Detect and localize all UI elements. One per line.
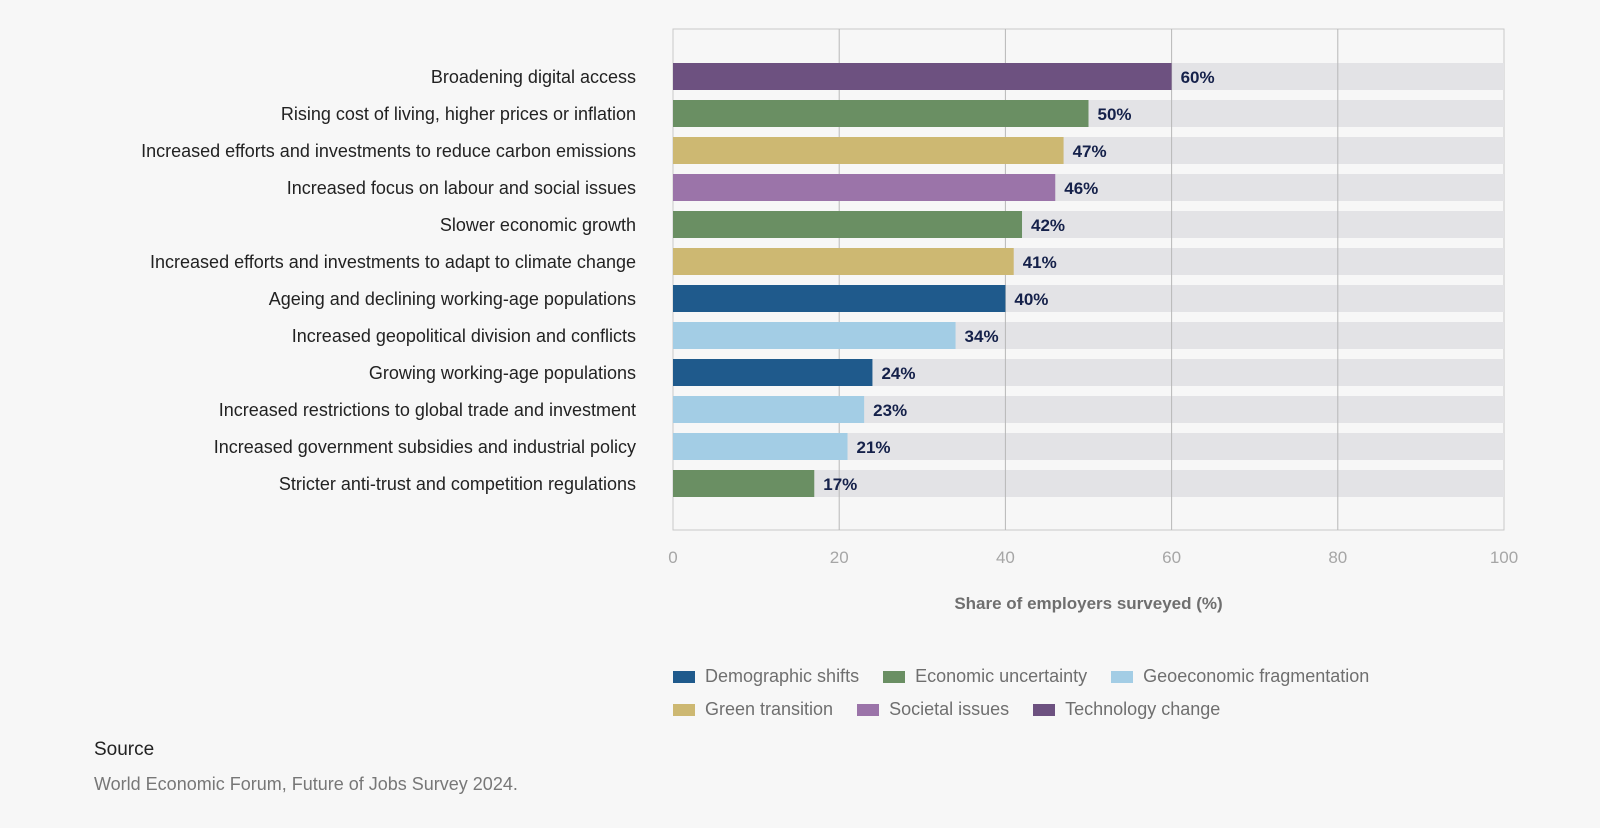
legend-swatch xyxy=(1111,670,1134,683)
category-label: Increased restrictions to global trade a… xyxy=(219,400,636,420)
category-label: Increased efforts and investments to red… xyxy=(141,141,636,161)
legend-item-geoeconomic-fragmentation: Geoeconomic fragmentation xyxy=(1111,666,1369,687)
x-tick-label: 40 xyxy=(996,548,1015,567)
legend-item-technology-change: Technology change xyxy=(1033,699,1220,720)
bar xyxy=(673,322,956,349)
bar xyxy=(673,433,848,460)
bar xyxy=(673,285,1006,312)
value-label: 24% xyxy=(881,364,915,383)
legend-swatch xyxy=(1033,703,1056,716)
bar xyxy=(673,100,1089,127)
legend-label: Societal issues xyxy=(889,699,1010,719)
legend: Demographic shifts Economic uncertainty … xyxy=(673,660,1433,726)
source-title: Source xyxy=(94,739,155,760)
legend-label: Green transition xyxy=(705,699,834,719)
x-tick-label: 60 xyxy=(1162,548,1181,567)
category-label: Rising cost of living, higher prices or … xyxy=(281,104,636,124)
x-tick-label: 100 xyxy=(1490,548,1518,567)
value-label: 21% xyxy=(857,438,891,457)
bar xyxy=(673,211,1023,238)
legend-item-demographic-shifts: Demographic shifts xyxy=(673,666,859,687)
bar xyxy=(673,63,1172,90)
bar xyxy=(673,174,1056,201)
value-label: 46% xyxy=(1064,179,1098,198)
x-tick-label: 0 xyxy=(668,548,677,567)
legend-swatch xyxy=(857,703,880,716)
value-label: 47% xyxy=(1073,142,1107,161)
category-label: Stricter anti-trust and competition regu… xyxy=(279,474,636,494)
category-label: Increased efforts and investments to ada… xyxy=(150,252,636,272)
category-label: Increased government subsidies and indus… xyxy=(214,437,636,457)
value-label: 41% xyxy=(1023,253,1057,272)
legend-item-green-transition: Green transition xyxy=(673,699,833,720)
plot-frame xyxy=(672,28,1505,531)
value-label: 34% xyxy=(965,327,999,346)
value-label: 17% xyxy=(823,475,857,494)
category-label: Increased focus on labour and social iss… xyxy=(287,178,636,198)
legend-swatch xyxy=(673,670,695,683)
category-label: Ageing and declining working-age populat… xyxy=(269,289,636,309)
source-text: World Economic Forum, Future of Jobs Sur… xyxy=(94,774,518,794)
x-tick-label: 80 xyxy=(1328,548,1347,567)
legend-label: Geoeconomic fragmentation xyxy=(1143,666,1370,686)
category-label: Slower economic growth xyxy=(440,215,636,235)
bar xyxy=(673,396,865,423)
legend-swatch xyxy=(673,703,695,716)
value-label: 50% xyxy=(1098,105,1132,124)
category-label: Growing working-age populations xyxy=(369,363,636,383)
value-label: 40% xyxy=(1014,290,1048,309)
category-label: Increased geopolitical division and conf… xyxy=(292,326,636,346)
bar xyxy=(673,359,873,386)
legend-label: Technology change xyxy=(1065,699,1221,719)
legend-row: Green transition Societal issues Technol… xyxy=(673,693,1433,726)
legend-label: Demographic shifts xyxy=(705,666,860,686)
legend-swatch xyxy=(883,670,906,683)
value-label: 42% xyxy=(1031,216,1065,235)
legend-row: Demographic shifts Economic uncertainty … xyxy=(673,660,1433,693)
category-label: Broadening digital access xyxy=(431,67,636,87)
x-tick-label: 20 xyxy=(830,548,849,567)
bar xyxy=(673,248,1014,275)
bar xyxy=(673,137,1064,164)
legend-item-societal-issues: Societal issues xyxy=(857,699,1009,720)
x-axis-title: Share of employers surveyed (%) xyxy=(954,594,1222,613)
legend-item-economic-uncertainty: Economic uncertainty xyxy=(883,666,1087,687)
bar xyxy=(673,470,815,497)
value-label: 23% xyxy=(873,401,907,420)
legend-label: Economic uncertainty xyxy=(915,666,1088,686)
bar-chart: Broadening digital access 60% Rising cost … xyxy=(141,28,1518,613)
value-label: 60% xyxy=(1181,68,1215,87)
